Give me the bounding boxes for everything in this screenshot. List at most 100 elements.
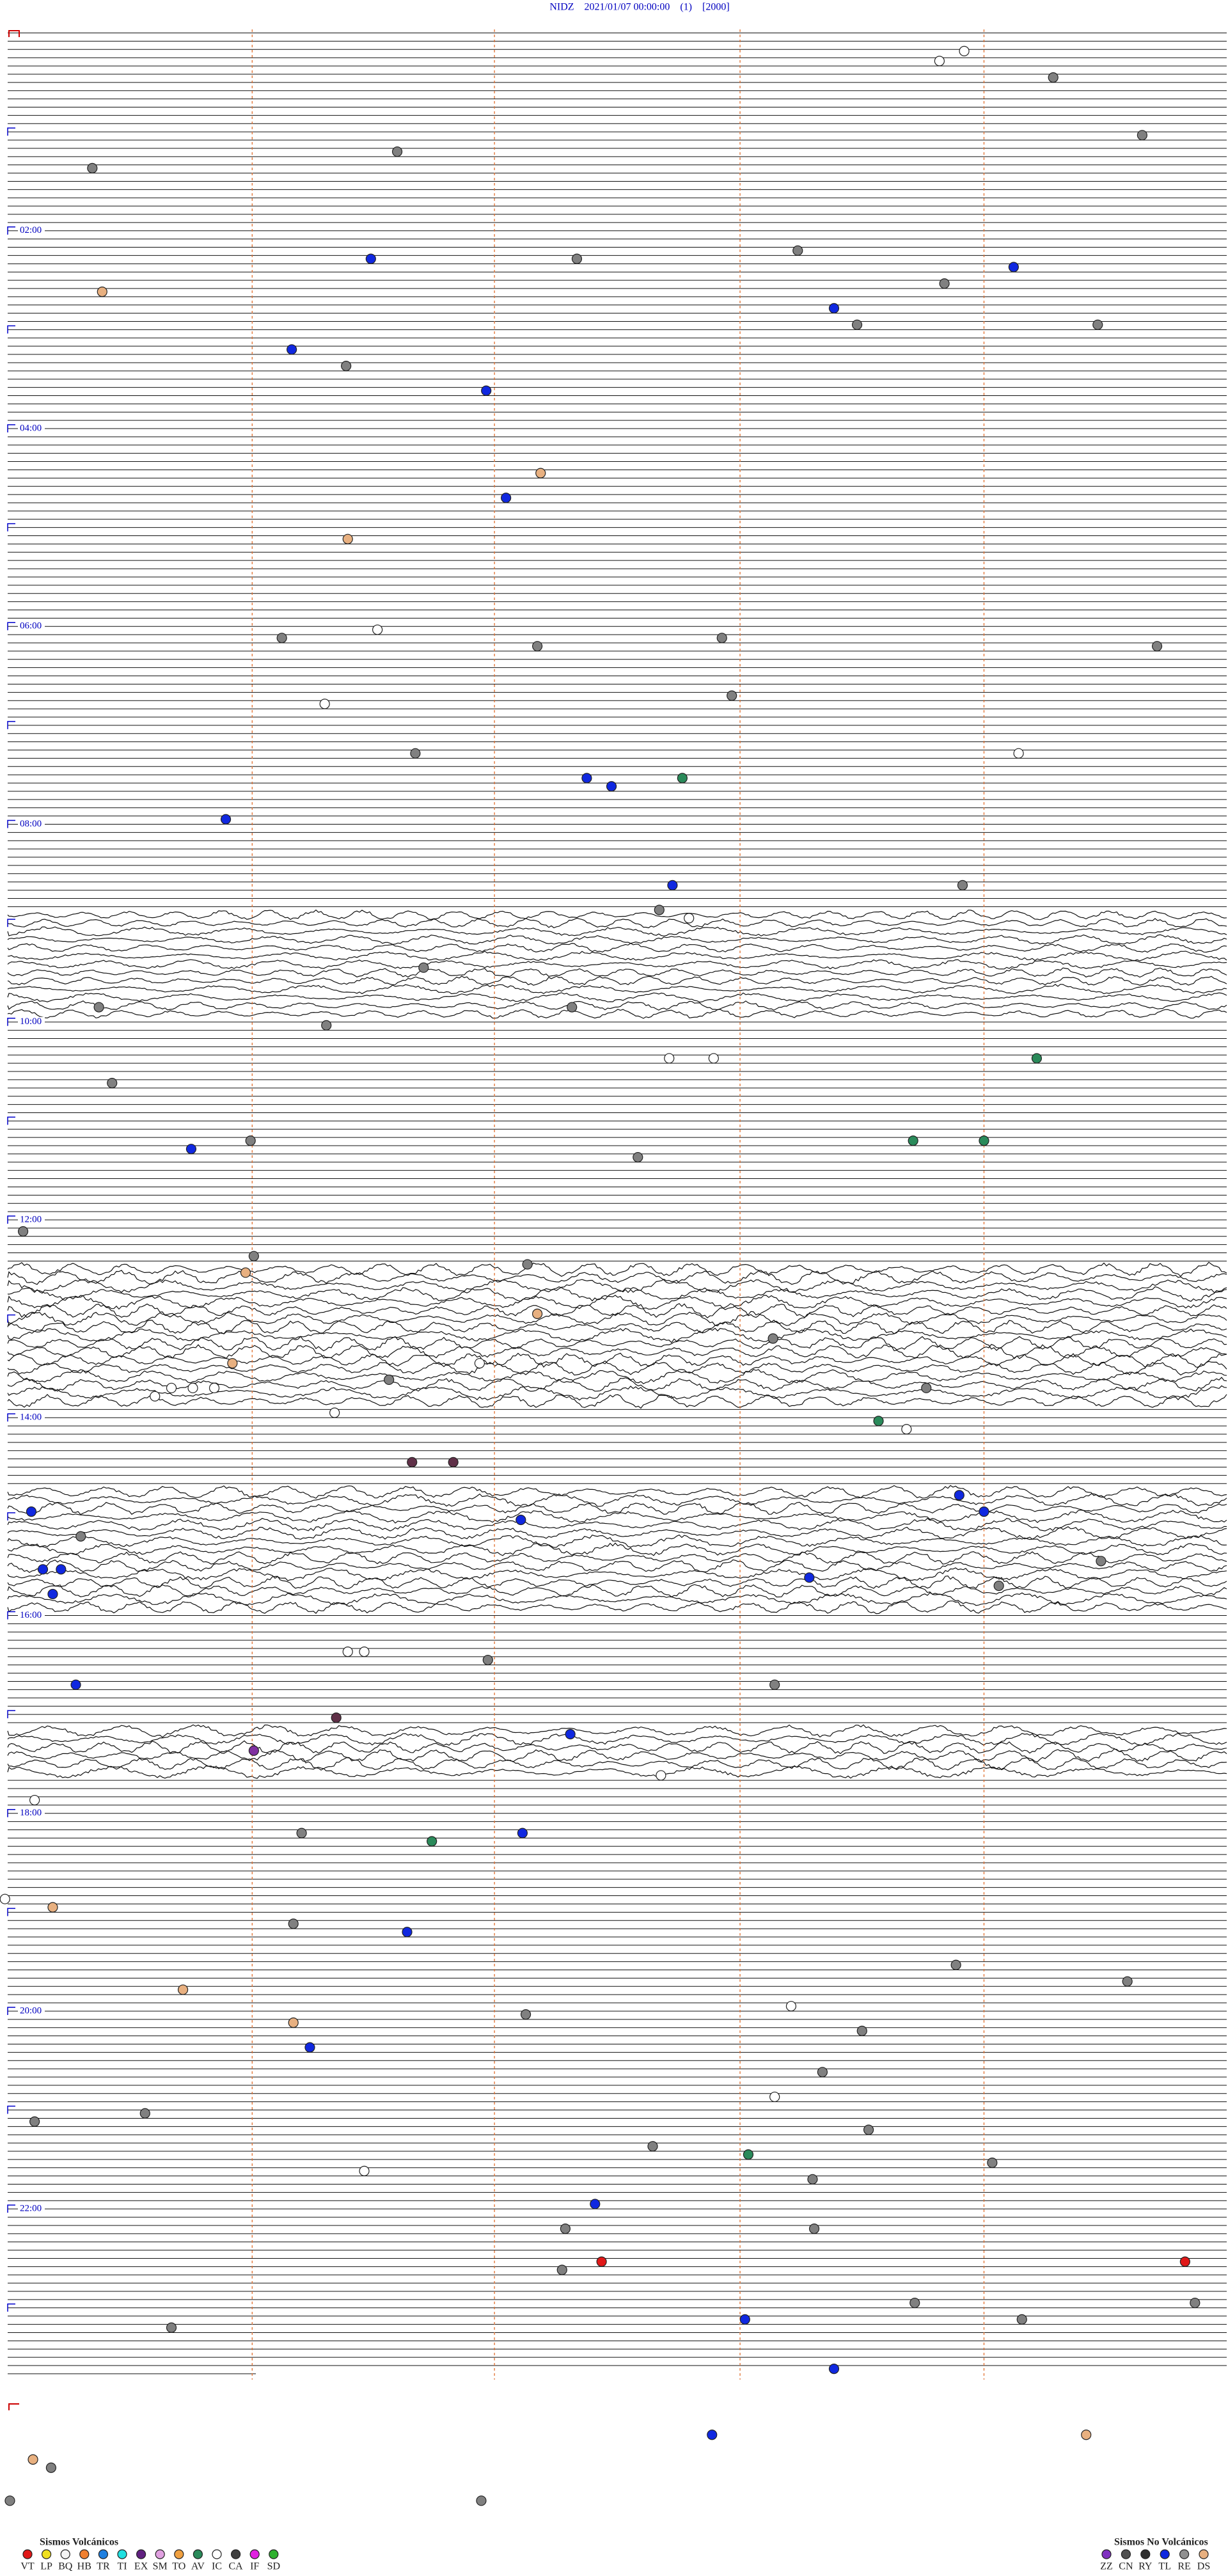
hour-label: 12:00 [20,1214,42,1224]
event [596,2256,607,2267]
event [979,1506,989,1517]
event [716,633,727,644]
event [571,253,583,264]
event [1179,2256,1190,2267]
event [684,913,695,924]
legend-title: Sismos Volcánicos [40,2537,118,2548]
trace [7,959,1227,970]
event [851,319,863,330]
trace [7,1394,1227,1409]
hour-marker [7,721,15,729]
event [1013,748,1024,759]
trace [7,1517,1227,1531]
label-bg [18,621,45,631]
event [909,2297,920,2309]
trace [7,1369,1227,1384]
legend-label: TL [1158,2561,1171,2572]
legend-marker [1101,2549,1112,2559]
event [17,1226,29,1237]
legend-label: CA [228,2561,243,2572]
trace [7,1748,1227,1762]
hour-marker [7,2007,15,2015]
hour-label: 14:00 [20,1412,42,1423]
event [209,1382,220,1393]
event [792,245,803,256]
event [227,1358,238,1369]
trace [7,917,1227,929]
event [535,468,546,478]
trace [7,1311,1227,1327]
event [418,962,429,973]
legend-marker [22,2549,33,2559]
event [708,1053,719,1064]
trace [7,1009,1227,1019]
event [957,880,968,890]
hour-label: 10:00 [20,1016,42,1027]
event [45,2462,56,2473]
hour-marker [7,622,15,631]
label-bg [18,2005,45,2015]
start-bracket [8,30,20,37]
event [342,533,353,544]
title: NIDZ 2021/01/07 00:00:00 (1) [2000] [549,2,729,13]
hour-marker [7,2204,15,2213]
event [804,1572,815,1583]
legend: Sismos Volcánicos Sismos No Volcánicos V… [20,2537,1210,2572]
legend-marker [269,2549,279,2559]
event [1151,641,1163,652]
event [474,1358,485,1369]
event [26,1506,37,1517]
event [331,1712,342,1723]
trace [7,1385,1227,1401]
hour-marker [7,226,15,235]
event [581,773,592,784]
event [950,1959,961,1970]
legend-marker [212,2549,222,2559]
event [560,2224,571,2234]
hour-marker [7,1116,15,1125]
event [520,2009,531,2020]
event [97,287,107,297]
event [959,45,970,56]
event [743,2149,754,2160]
event [993,1580,1004,1592]
trace [7,1343,1227,1359]
legend-title: Sismos No Volcánicos [1114,2537,1208,2548]
hour-marker [7,523,15,532]
legend-marker [79,2549,90,2559]
event [481,385,492,396]
hour-label: 18:00 [20,1808,42,1818]
legend-label: IC [212,2561,222,2572]
trace [7,1740,1227,1755]
event [516,1514,526,1526]
event [556,2264,567,2275]
trace [7,1757,1227,1771]
event [656,1770,666,1781]
legend-label: DS [1197,2561,1210,2572]
trace [7,984,1227,995]
trace [7,1352,1227,1368]
event [769,1679,780,1690]
legend-label: VT [20,2561,35,2572]
event [727,690,737,701]
hour-marker [7,819,15,828]
event [807,2174,818,2185]
event [654,905,665,915]
event [1092,319,1103,330]
legend-label: HB [77,2561,91,2572]
label-bg [18,1016,45,1026]
event [29,1794,40,1806]
hour-marker [7,1314,15,1323]
trace [7,1765,1227,1779]
event [47,1588,58,1600]
legend-label: LP [40,2561,52,2572]
event [1190,2297,1200,2309]
hour-label: 06:00 [20,621,42,631]
trace [7,992,1227,1003]
trace [7,951,1227,961]
legend-marker [98,2549,108,2559]
hour-label: 22:00 [20,2204,42,2214]
event [93,1002,104,1013]
event [29,2116,40,2127]
label-bg [18,1808,45,1817]
